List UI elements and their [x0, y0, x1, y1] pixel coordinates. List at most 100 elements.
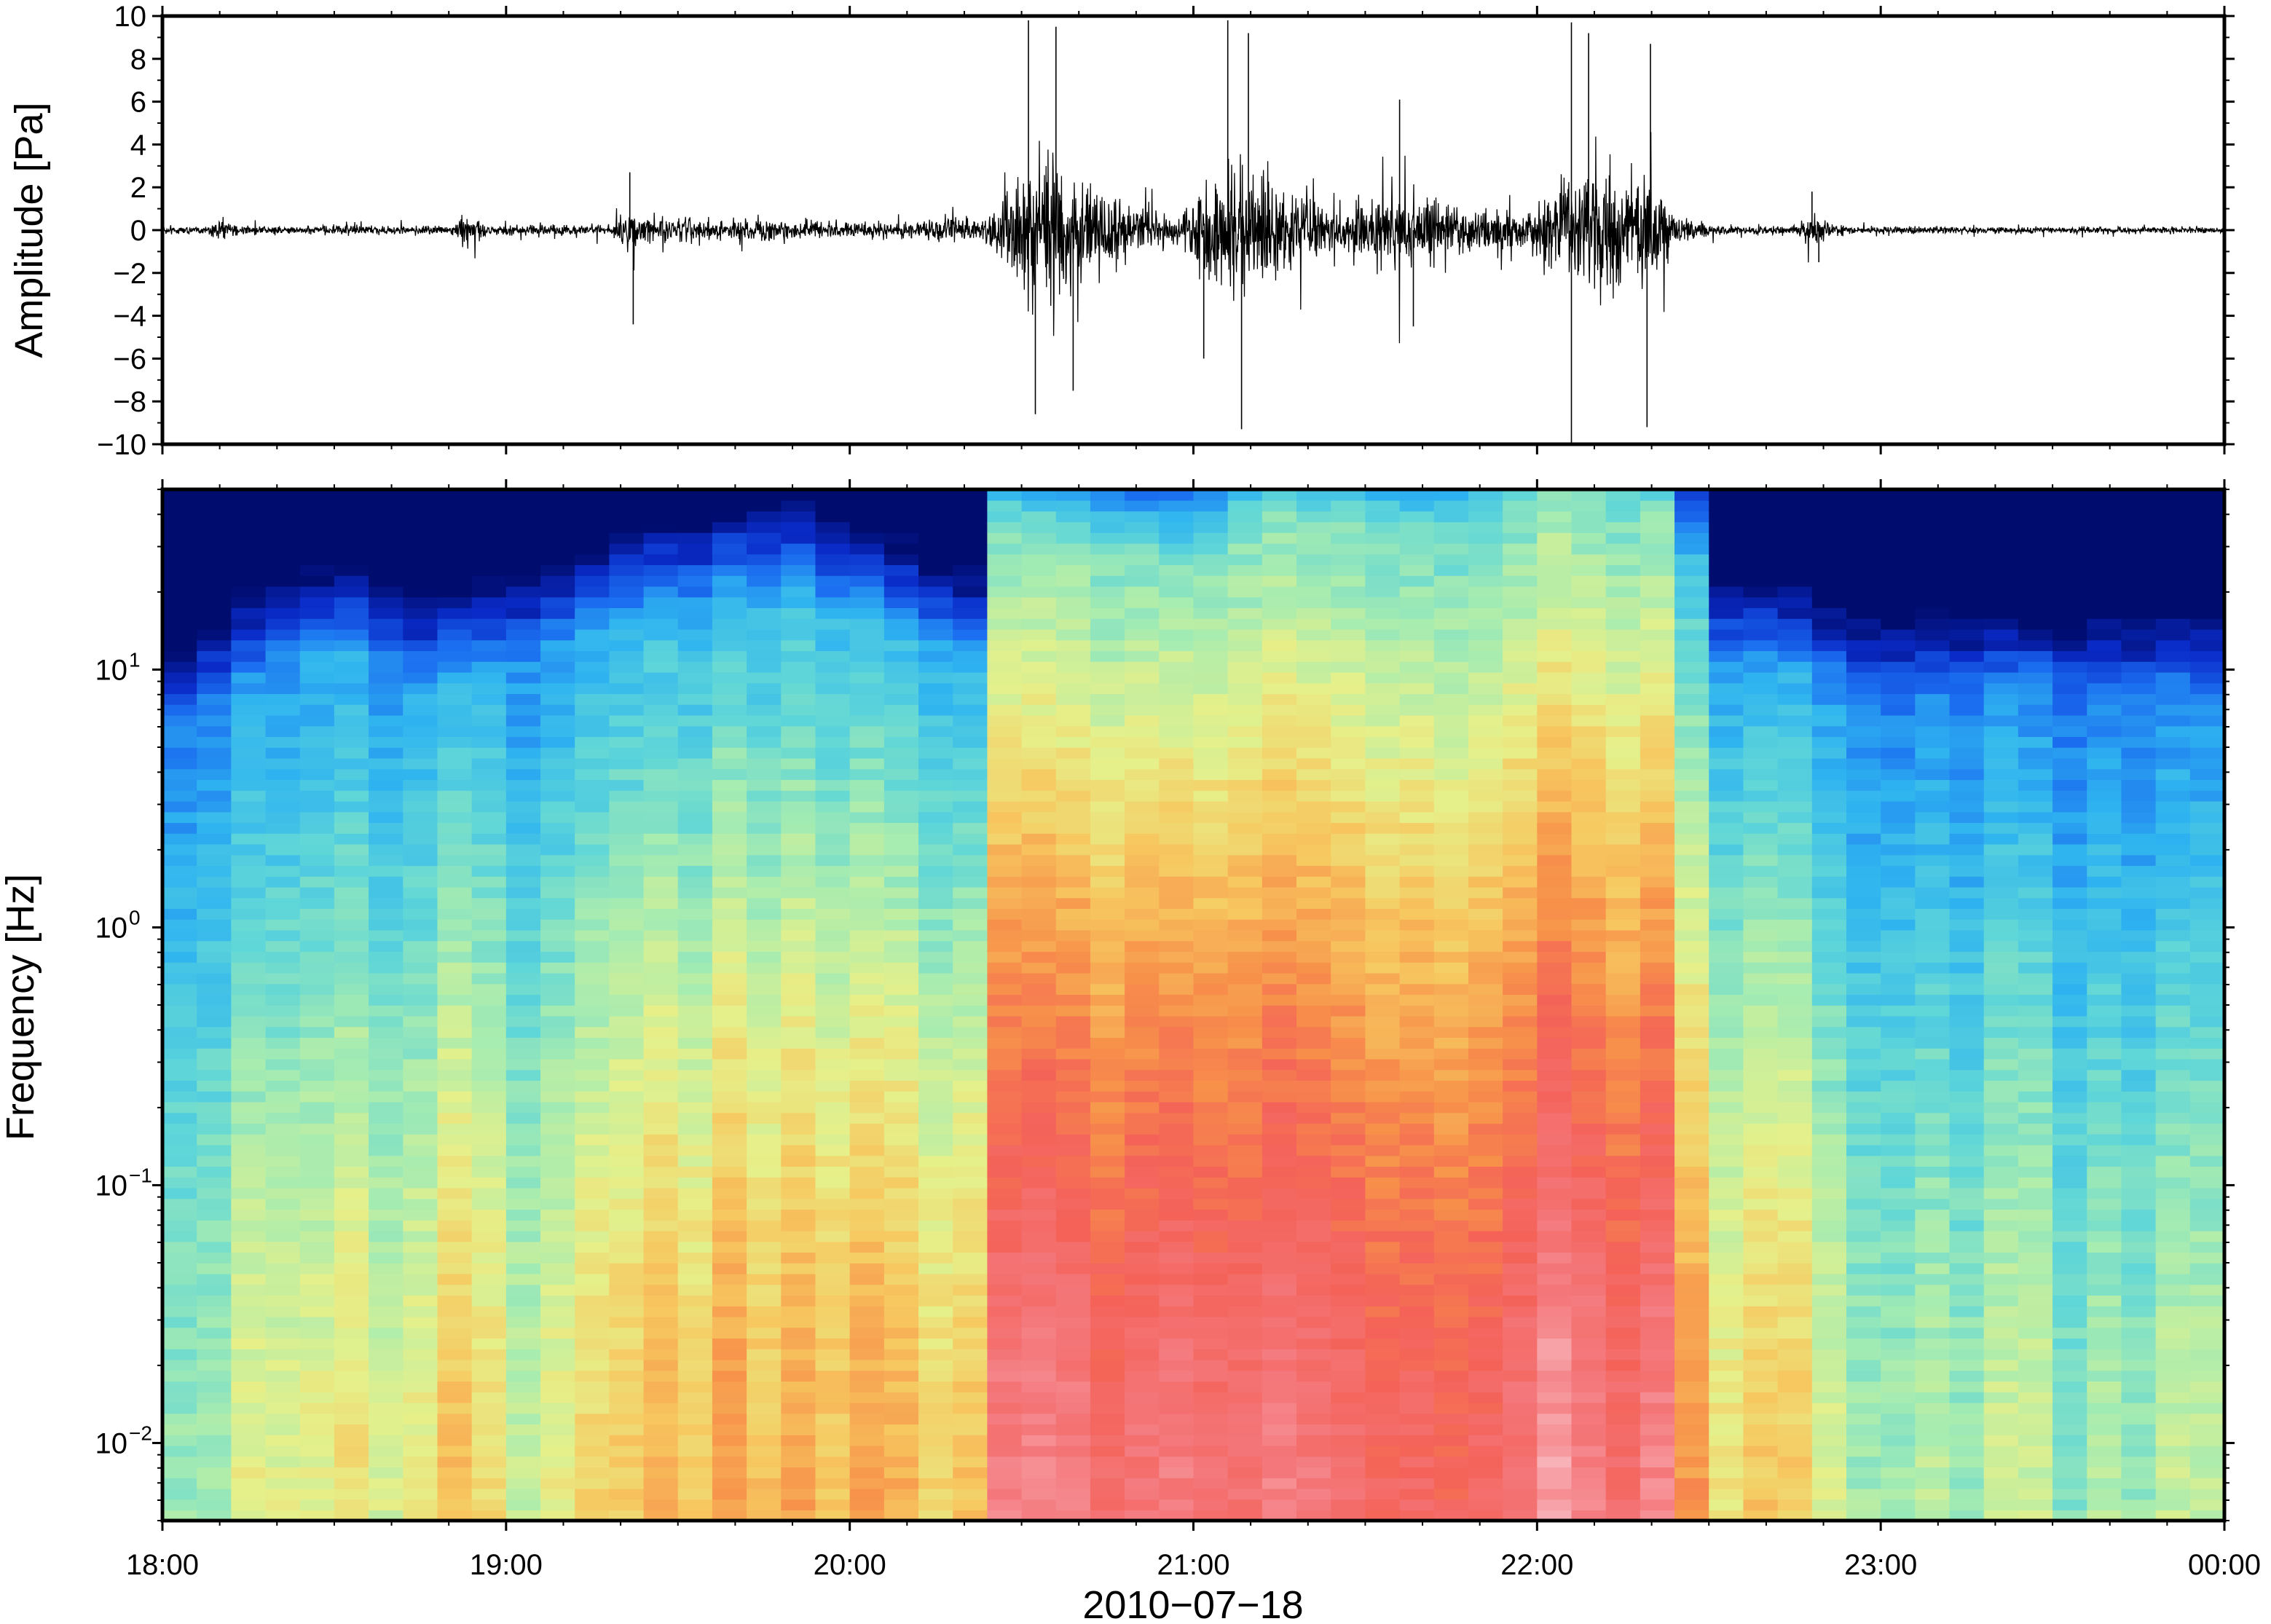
spectrogram-cell: [575, 618, 610, 630]
spectrogram-cell: [471, 1134, 507, 1146]
spectrogram-cell: [299, 704, 335, 716]
spectrogram-cell: [1709, 757, 1744, 770]
spectrogram-cell: [471, 704, 507, 716]
spectrogram-cell: [677, 618, 713, 630]
spectrogram-cell: [1159, 779, 1194, 791]
spectrogram-cell: [1055, 1359, 1091, 1371]
spectrogram-cell: [747, 1166, 782, 1178]
spectrogram-cell: [231, 1338, 267, 1349]
spectrogram-cell: [1777, 1080, 1813, 1092]
spectrogram-cell: [299, 543, 335, 555]
spectrogram-cell: [334, 1080, 369, 1092]
spectrogram-cell: [1262, 1381, 1297, 1392]
spectrogram-cell: [505, 1134, 541, 1146]
spectrogram-cell: [747, 1295, 782, 1306]
spectrogram-cell: [1227, 1273, 1263, 1285]
spectrogram-cell: [1021, 1144, 1057, 1156]
spectrogram-cell: [369, 876, 404, 888]
spectrogram-cell: [747, 1091, 782, 1103]
spectrogram-cell: [643, 639, 679, 652]
spectrogram-cell: [1433, 1370, 1469, 1382]
spectrogram-cell: [1125, 800, 1160, 813]
spectrogram-cell: [1262, 1499, 1297, 1511]
spectrogram-cell: [609, 639, 645, 652]
spectrogram-cell: [1571, 1230, 1607, 1242]
spectrogram-cell: [953, 833, 988, 845]
spectrogram-cell: [1331, 1144, 1366, 1156]
spectrogram-cell: [1846, 1392, 1881, 1403]
spectrogram-cell: [1125, 1198, 1160, 1210]
spectrogram-cell: [1640, 736, 1675, 748]
spectrogram-cell: [1811, 575, 1847, 587]
spectrogram-cell: [1227, 908, 1263, 920]
spectrogram-cell: [1571, 994, 1607, 1006]
spectrogram-cell: [299, 747, 335, 759]
spectrogram-cell: [677, 929, 713, 942]
spectrogram-cell: [1090, 500, 1125, 512]
spectrogram-cell: [1125, 768, 1160, 781]
spectrogram-cell: [1881, 1445, 1916, 1457]
spectrogram-cell: [299, 1241, 335, 1253]
spectrogram-cell: [505, 1338, 541, 1349]
spectrogram-cell: [1468, 747, 1503, 759]
spectrogram-cell: [1193, 1413, 1229, 1425]
spectrogram-cell: [299, 919, 335, 931]
spectrogram-cell: [987, 983, 1023, 996]
spectrogram-cell: [781, 628, 816, 641]
spectrogram-cell: [1605, 1359, 1641, 1371]
spectrogram-cell: [1777, 725, 1813, 738]
spectrogram-cell: [1881, 1187, 1916, 1199]
spectrogram-cell: [1846, 1445, 1881, 1457]
spectrogram-cell: [1296, 736, 1332, 748]
spectrogram-cell: [1159, 671, 1194, 684]
spectrogram-cell: [1640, 1091, 1675, 1103]
spectrogram-cell: [265, 833, 301, 845]
spectrogram-cell: [162, 940, 197, 953]
spectrogram-cell: [1674, 833, 1710, 845]
spectrogram-cell: [197, 1435, 232, 1446]
spectrogram-cell: [643, 1413, 679, 1425]
spectrogram-cell: [747, 1370, 782, 1382]
spectrogram-cell: [1537, 843, 1573, 856]
spectrogram-cell: [369, 1359, 404, 1371]
spectrogram-cell: [1262, 682, 1297, 695]
spectrogram-cell: [540, 1413, 575, 1425]
spectrogram-cell: [747, 682, 782, 695]
spectrogram-cell: [1021, 500, 1057, 512]
spectrogram-cell: [712, 607, 747, 619]
spectrogram-cell: [1021, 1177, 1057, 1189]
spectrogram-cell: [1571, 575, 1607, 587]
spectrogram-cell: [1399, 1069, 1435, 1081]
spectrogram-cell: [1537, 596, 1573, 609]
spectrogram-cell: [1709, 833, 1744, 845]
spectrogram-cell: [1365, 1144, 1401, 1156]
spectrogram-cell: [987, 596, 1023, 609]
spectrogram-cell: [540, 1209, 575, 1221]
spectrogram-cell: [883, 1112, 919, 1124]
spectrogram-cell: [677, 661, 713, 673]
spectrogram-cell: [1640, 1327, 1675, 1339]
spectrogram-cell: [437, 843, 473, 856]
spectrogram-cell: [1571, 1015, 1607, 1028]
spectrogram-cell: [403, 661, 438, 673]
spectrogram-cell: [1640, 532, 1675, 544]
spectrogram-cell: [1331, 779, 1366, 791]
spectrogram-cell: [1846, 983, 1881, 996]
spectrogram-cell: [1468, 1112, 1503, 1124]
spectrogram-cell: [1846, 1478, 1881, 1489]
spectrogram-cell: [677, 1252, 713, 1264]
spectrogram-cell: [369, 1284, 404, 1296]
spectrogram-cell: [1433, 586, 1469, 598]
spectrogram-cell: [712, 543, 747, 555]
spectrogram-cell: [1811, 1069, 1847, 1081]
spectrogram-cell: [1227, 586, 1263, 598]
spectrogram-cell: [1296, 1359, 1332, 1371]
spectrogram-cell: [712, 1392, 747, 1403]
spectrogram-cell: [1571, 1413, 1607, 1425]
spectrogram-cell: [1433, 1456, 1469, 1468]
spectrogram-cell: [1846, 736, 1881, 748]
spectrogram-cell: [162, 1220, 197, 1231]
spectrogram-cell: [1262, 521, 1297, 533]
spectrogram-cell: [1846, 1273, 1881, 1285]
spectrogram-cell: [299, 768, 335, 781]
